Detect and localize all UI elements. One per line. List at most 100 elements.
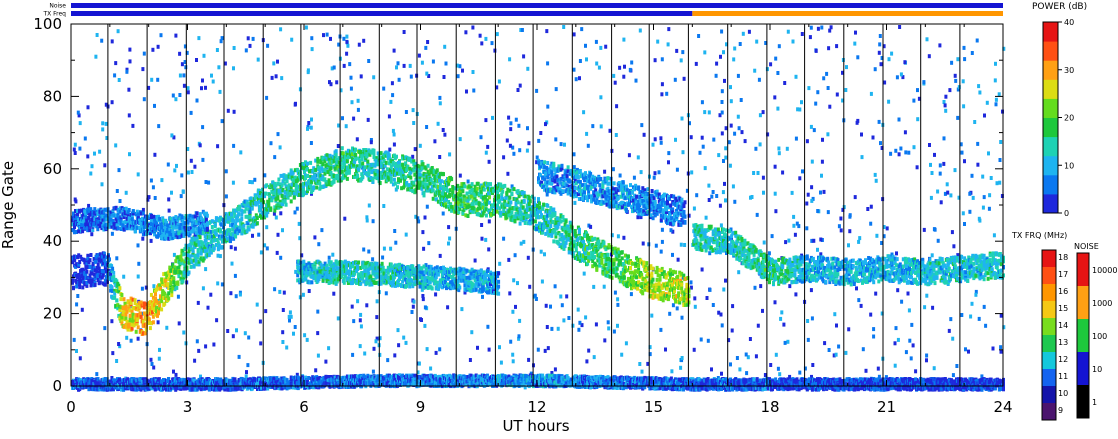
echo-cell [731, 184, 735, 189]
echo-cell [211, 79, 215, 84]
echo-cell [218, 89, 222, 94]
echo-cell [733, 199, 737, 204]
echo-cell [471, 201, 475, 206]
echo-cell [673, 289, 676, 294]
echo-cell [309, 141, 313, 145]
echo-cell [661, 291, 665, 295]
echo-cell [395, 154, 398, 159]
echo-cell [101, 127, 105, 132]
echo-cell [660, 272, 664, 276]
echo-cell [354, 147, 358, 152]
echo-cell [465, 196, 469, 201]
echo-cell [223, 61, 227, 66]
echo-cell [808, 35, 812, 40]
echo-cell [366, 152, 370, 157]
echo-cell [632, 279, 635, 284]
echo-cell [372, 346, 376, 351]
echo-cell [77, 262, 81, 267]
echo-cell [974, 289, 978, 294]
echo-cell [419, 180, 423, 185]
echo-cell [119, 297, 123, 302]
echo-cell [731, 304, 735, 309]
echo-cell [185, 231, 189, 236]
echo-cell [426, 163, 430, 168]
echo-cell [195, 58, 198, 62]
echo-cell [978, 218, 982, 223]
echo-cell [603, 267, 607, 272]
echo-cell [331, 252, 335, 257]
echo-cell [104, 255, 108, 260]
echo-cell [518, 318, 522, 323]
echo-cell [283, 181, 287, 186]
echo-cell [475, 186, 479, 191]
echo-cell [440, 197, 444, 202]
echo-cell [841, 98, 845, 103]
echo-cell [79, 220, 83, 225]
echo-cell [479, 135, 483, 140]
echo-cell [305, 181, 308, 186]
echo-cell [385, 171, 389, 176]
echo-cell [333, 166, 337, 171]
echo-cell [580, 323, 584, 328]
echo-cell [452, 186, 456, 191]
echo-cell [304, 173, 307, 178]
echo-cell [908, 338, 912, 343]
echo-cell [157, 356, 161, 361]
echo-cell [562, 246, 566, 251]
echo-cell [491, 115, 494, 120]
echo-cell [932, 366, 936, 371]
echo-cell [659, 140, 663, 145]
echo-cell [189, 110, 193, 115]
echo-cell [745, 371, 749, 376]
echo-cell [292, 192, 296, 197]
echo-cell [83, 136, 87, 141]
echo-cell [382, 86, 386, 91]
echo-cell [148, 300, 152, 305]
echo-cell [522, 239, 526, 244]
echo-cell [87, 276, 91, 281]
echo-cell [700, 135, 704, 140]
echo-cell [344, 124, 348, 129]
echo-cell [92, 272, 96, 277]
echo-cell [289, 314, 293, 319]
echo-cell [769, 363, 773, 367]
echo-cell [366, 159, 370, 164]
echo-cell [484, 118, 488, 123]
echo-cell [720, 110, 724, 115]
echo-cell [104, 269, 108, 274]
echo-cell [518, 221, 522, 226]
echo-cell [517, 334, 521, 339]
echo-cell [72, 212, 75, 217]
echo-cell [574, 248, 578, 253]
echo-cell [256, 197, 260, 202]
echo-cell [175, 163, 178, 168]
echo-cell [276, 132, 280, 137]
echo-cell [615, 273, 619, 277]
echo-cell [438, 347, 442, 352]
echo-cell [389, 176, 393, 181]
echo-cell [856, 118, 860, 123]
echo-cell [387, 177, 391, 182]
echo-cell [629, 266, 632, 270]
echo-cell [339, 88, 343, 93]
echo-cell [560, 233, 564, 237]
echo-cell [187, 270, 191, 275]
echo-cell [502, 155, 506, 160]
echo-cell [753, 68, 757, 73]
echo-cell [628, 67, 632, 72]
echo-cell [316, 309, 320, 314]
echo-cell [141, 236, 145, 241]
echo-cell [800, 32, 804, 36]
echo-cell [526, 126, 529, 131]
echo-cell [382, 246, 386, 251]
echo-cell [596, 237, 600, 242]
echo-cell [456, 74, 460, 79]
echo-cell [185, 265, 189, 270]
echo-cell [727, 338, 731, 343]
echo-cell [929, 195, 933, 200]
echo-cell [545, 192, 549, 197]
echo-cell [101, 261, 105, 266]
echo-cell [416, 216, 420, 221]
echo-cell [610, 233, 614, 238]
echo-cell [594, 39, 598, 44]
